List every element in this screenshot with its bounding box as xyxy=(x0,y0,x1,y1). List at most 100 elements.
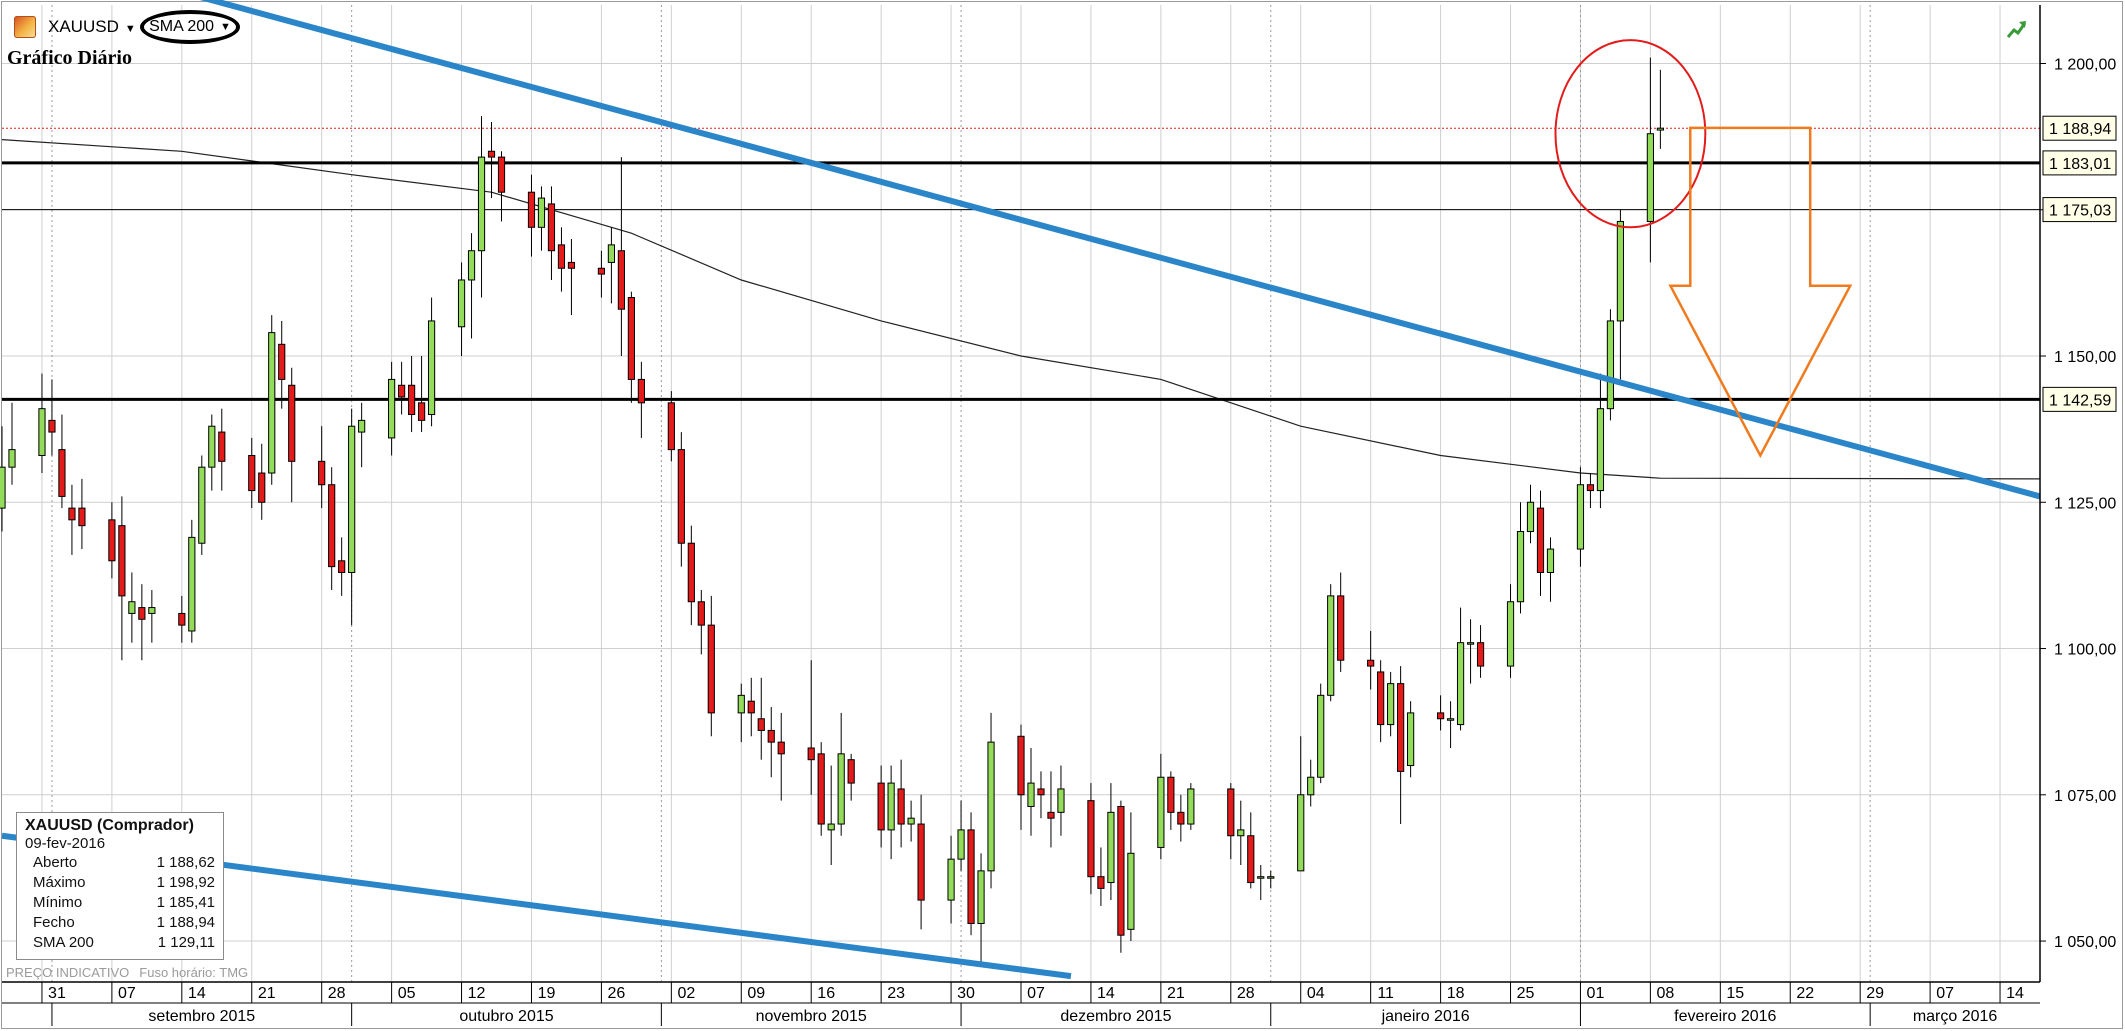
candle-bull xyxy=(1456,642,1465,726)
candle-bear xyxy=(278,343,286,380)
month-label: novembro 2015 xyxy=(756,1008,867,1025)
candle-bear xyxy=(617,250,625,310)
time-tick-label: 15 xyxy=(1726,985,1744,1002)
candle-bull xyxy=(977,870,985,924)
time-tick-label: 01 xyxy=(1587,985,1605,1002)
price-tag-label: 1 188,94 xyxy=(2049,121,2111,138)
candle-bear xyxy=(1017,735,1025,796)
time-tick-label: 07 xyxy=(118,985,136,1002)
candle-bull xyxy=(358,419,366,433)
candle-bull xyxy=(1516,531,1525,603)
candle-bull xyxy=(1576,484,1585,550)
price-tick-label: 1 100,00 xyxy=(2054,642,2116,659)
candle-bear xyxy=(557,244,566,269)
chart-title: Gráfico Diário xyxy=(7,47,132,69)
month-label: dezembro 2015 xyxy=(1060,1008,1171,1025)
candle-bear xyxy=(108,519,116,562)
candle-bear xyxy=(917,823,925,901)
candle-bull xyxy=(1237,829,1245,837)
candle-bull xyxy=(1187,788,1195,825)
candle-bull xyxy=(1387,683,1395,726)
candle-bear xyxy=(1117,805,1125,936)
candle-bear xyxy=(527,191,536,228)
time-axis-bg xyxy=(2,982,2120,1026)
month-label: setembro 2015 xyxy=(148,1008,255,1025)
candle-bear xyxy=(697,601,705,626)
candle-bull xyxy=(427,320,436,416)
candle-bull xyxy=(128,601,136,614)
candle-bear xyxy=(68,507,76,521)
trend-up-icon[interactable] xyxy=(2006,18,2028,40)
candle-bear xyxy=(637,378,645,404)
candle-bear xyxy=(1087,800,1095,878)
candle-bear xyxy=(248,454,256,492)
price-tag-label: 1 183,01 xyxy=(2049,156,2111,173)
candle-bear xyxy=(338,560,346,573)
candle-bull xyxy=(1317,694,1325,778)
candle-bull xyxy=(8,449,16,468)
time-tick-label: 14 xyxy=(2006,985,2024,1002)
time-tick-label: 09 xyxy=(747,985,765,1002)
candle-bull xyxy=(388,378,396,439)
candle-bear xyxy=(877,782,885,831)
symbol-label: XAUUSD xyxy=(48,17,119,36)
candle-bull xyxy=(1297,794,1305,872)
candle-bear xyxy=(417,402,426,421)
price-tag-label: 1 142,59 xyxy=(2049,392,2111,409)
candle-bear xyxy=(178,612,186,626)
trend-line xyxy=(199,0,2041,500)
price-tick-label: 1 050,00 xyxy=(2054,934,2116,951)
candle-bull xyxy=(148,607,156,614)
horizontal-levels[interactable] xyxy=(2,127,2040,401)
candle-bull xyxy=(1027,782,1035,807)
indicator-label: SMA 200 xyxy=(149,18,215,35)
footnote: PREÇO INDICATIVO Fuso horário: TMG xyxy=(6,965,248,980)
candle-bull xyxy=(1446,718,1455,721)
time-tick-label: 02 xyxy=(677,985,695,1002)
candle-bull xyxy=(837,753,845,825)
info-row-low: Mínimo 1 185,41 xyxy=(33,894,215,911)
month-label: fevereiro 2016 xyxy=(1674,1008,1776,1025)
candle-bear xyxy=(78,507,86,527)
candle-bull xyxy=(537,197,546,228)
price-tag xyxy=(2042,386,2117,412)
candle-bull xyxy=(1616,220,1625,322)
chevron-down-icon: ▼ xyxy=(220,21,231,33)
candle-bear xyxy=(218,431,226,462)
time-tick-label: 21 xyxy=(1167,985,1185,1002)
time-tick-label: 14 xyxy=(1097,985,1115,1002)
time-tick-label: 23 xyxy=(887,985,905,1002)
candle-bull xyxy=(457,279,466,328)
time-tick-label: 21 xyxy=(258,985,276,1002)
candle-bear xyxy=(1167,776,1175,813)
chevron-down-icon: ▼ xyxy=(124,23,136,35)
candle-bull xyxy=(1466,642,1475,645)
info-box-date: 09-fev-2016 xyxy=(25,835,106,852)
time-tick-label: 22 xyxy=(1796,985,1814,1002)
time-tick-label: 29 xyxy=(1866,985,1884,1002)
info-row-high: Máximo 1 198,92 xyxy=(33,874,215,891)
time-tick-label: 28 xyxy=(328,985,346,1002)
candle-bear xyxy=(318,460,326,486)
down-arrow xyxy=(1668,126,1853,459)
price-tick-label: 1 200,00 xyxy=(2054,57,2116,74)
symbol-selector[interactable]: XAUUSD ▼ xyxy=(48,17,136,37)
time-tick-label: 05 xyxy=(398,985,416,1002)
candle-bear xyxy=(1377,671,1385,726)
candles xyxy=(0,57,1664,965)
time-tick-label: 11 xyxy=(1377,985,1394,1002)
annotations[interactable] xyxy=(1554,39,1853,459)
indicator-selector[interactable]: SMA 200 ▼ xyxy=(140,10,240,44)
candle-bear xyxy=(777,741,785,755)
time-tick-label: 16 xyxy=(817,985,835,1002)
candle-bull xyxy=(1407,712,1415,767)
candle-bear xyxy=(817,753,825,825)
candle-bull xyxy=(188,536,196,632)
candle-bear xyxy=(1247,835,1255,884)
candle-bull xyxy=(1267,876,1275,879)
time-tick-label: 26 xyxy=(608,985,626,1002)
ohlc-info-box: XAUUSD (Comprador) 09-fev-2016 Aberto 1 1… xyxy=(16,812,224,960)
candle-bear xyxy=(328,484,336,568)
time-tick-label: 12 xyxy=(468,985,486,1002)
